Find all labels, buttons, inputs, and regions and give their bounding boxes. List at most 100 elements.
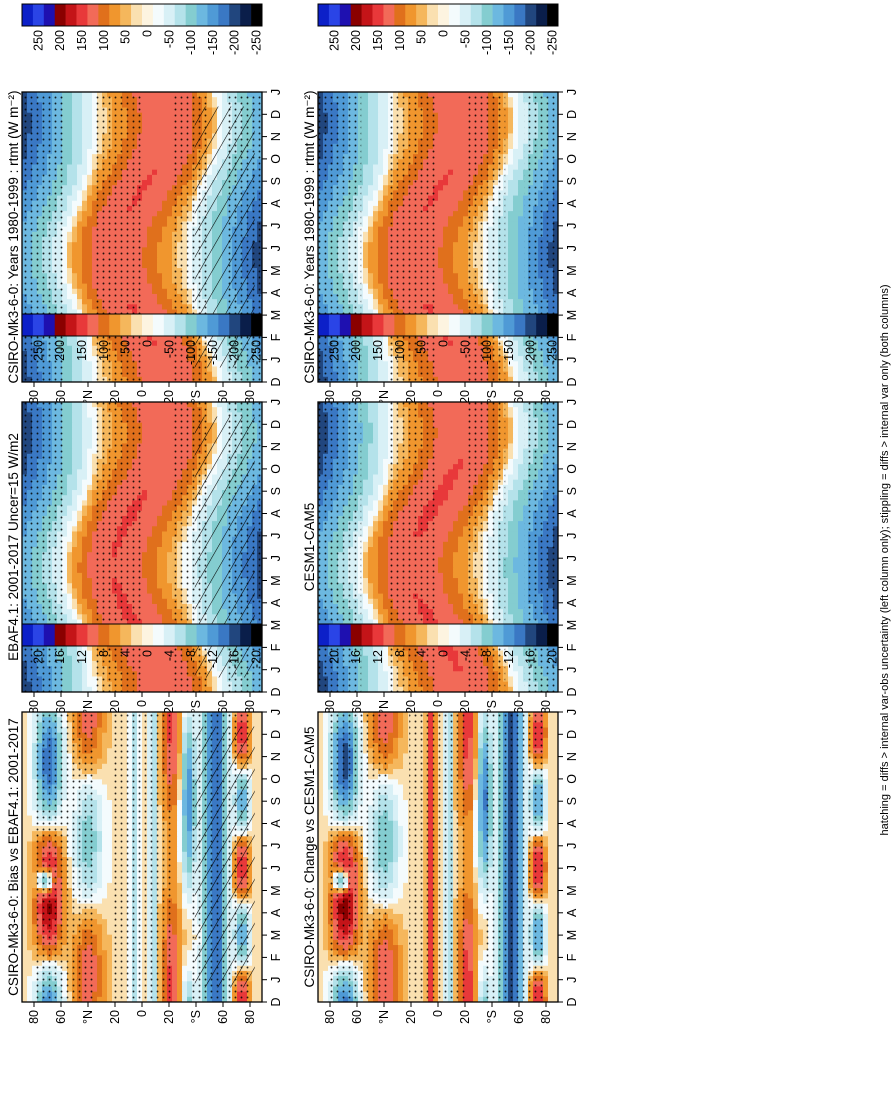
field-cell [378,180,383,186]
field-cell [438,92,443,98]
field-cell [82,237,87,243]
field-cell [513,289,518,295]
field-cell [72,165,77,171]
field-cell [67,170,72,176]
field-cell [453,133,458,139]
field-cell [368,263,373,269]
field-cell [458,118,463,124]
field-cell [513,299,518,305]
field-cell [152,123,157,129]
field-cell [72,273,77,279]
field-cell [152,299,157,305]
field-cell [368,216,373,222]
field-cell [373,113,378,119]
field-cell [142,253,147,259]
field-cell [67,227,72,233]
field-cell [458,180,463,186]
field-cell [363,149,368,155]
field-cell [142,258,147,264]
field-cell [383,196,388,202]
field-cell [383,97,388,103]
field-cell [368,175,373,181]
field-cell [448,139,453,145]
field-cell [453,196,458,202]
colorbar-swatch [460,4,471,26]
field-cell [162,154,167,160]
field-cell [378,237,383,243]
field-cell [373,268,378,274]
field-cell [508,268,513,274]
field-cell [72,190,77,196]
field-cell [518,139,523,145]
field-cell [67,294,72,300]
field-cell [508,97,513,103]
field-cell [438,97,443,103]
field-cell [217,92,222,98]
field-cell [152,227,157,233]
colorbar-swatch [33,4,44,26]
field-cell [383,237,388,243]
field-cell [77,247,82,253]
field-cell [363,211,368,217]
field-cell [142,278,147,284]
field-cell [438,206,443,212]
field-cell [453,128,458,134]
field-cell [363,190,368,196]
field-cell [373,144,378,150]
field-cell [147,165,152,171]
field-cell [448,97,453,103]
field-cell [157,227,162,233]
field-cell [157,175,162,181]
field-cell [87,304,92,310]
field-cell [67,304,72,310]
field-cell [77,123,82,129]
field-cell [378,139,383,145]
field-cell [438,253,443,259]
field-cell [368,144,373,150]
field-cell [147,247,152,253]
field-cell [508,221,513,227]
field-cell [152,232,157,238]
field-cell [72,154,77,160]
field-cell [373,242,378,248]
colorbar-swatch [131,4,142,26]
field-cell [443,196,448,202]
field-cell [383,201,388,207]
colorbar-swatch [394,4,405,26]
field-cell [67,247,72,253]
field-cell [72,232,77,238]
field-cell [443,92,448,98]
field-cell [368,284,373,290]
field-cell [458,144,463,150]
field-cell [438,263,443,269]
field-cell [443,268,448,274]
field-cell [162,273,167,279]
field-cell [87,299,92,305]
field-cell [368,227,373,233]
field-cell [443,294,448,300]
field-cell [373,227,378,233]
field-cell [383,139,388,145]
field-cell [82,108,87,114]
field-cell [443,221,448,227]
field-cell [147,268,152,274]
field-cell [162,211,167,217]
field-cell [147,113,152,119]
colorbar-swatch [229,4,240,26]
field-cell [383,128,388,134]
field-cell [82,227,87,233]
field-cell [67,206,72,212]
field-cell [453,190,458,196]
field-cell [368,123,373,129]
field-cell [513,211,518,217]
field-cell [77,206,82,212]
field-cell [67,268,72,274]
field-cell [363,242,368,248]
field-cell [87,159,92,165]
field-cell [518,273,523,279]
field-cell [378,185,383,191]
field-cell [67,211,72,217]
field-cell [157,299,162,305]
field-cell [157,133,162,139]
field-cell [162,289,167,295]
